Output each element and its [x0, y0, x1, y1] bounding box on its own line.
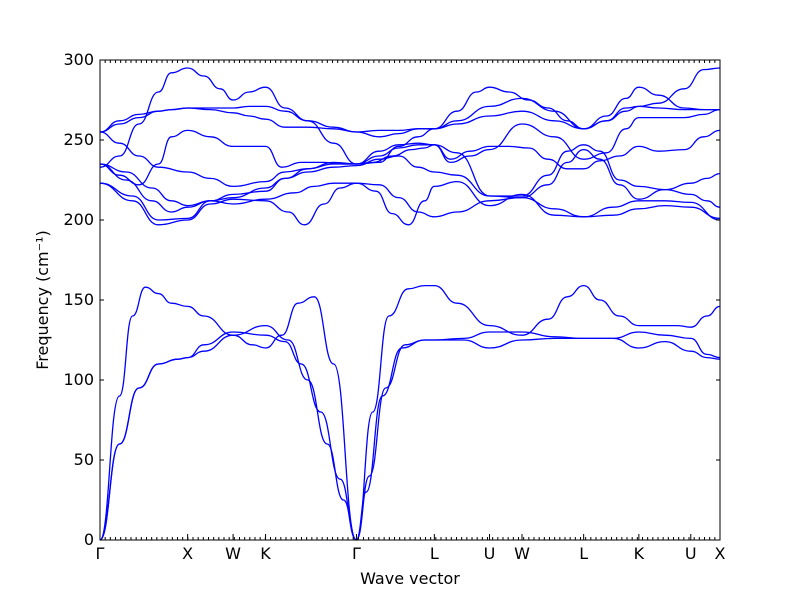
y-tick-label: 100 [63, 370, 94, 389]
band-line [99, 108, 721, 188]
x-tick-label: L [430, 544, 439, 563]
band-line [99, 180, 721, 226]
y-tick-label: 250 [63, 130, 94, 149]
band-line [99, 284, 721, 541]
y-tick-label: 200 [63, 210, 94, 229]
band-line [99, 67, 721, 168]
y-tick-label: 0 [84, 530, 94, 549]
y-tick-label: 50 [74, 450, 94, 469]
x-tick-label: K [260, 544, 271, 563]
band-line [99, 324, 721, 541]
x-tick-label: X [715, 544, 726, 563]
band-line [99, 331, 721, 541]
band-line [99, 86, 720, 133]
y-tick-label: 150 [63, 290, 94, 309]
x-tick-label: Γ [96, 544, 105, 563]
x-tick-label: X [182, 544, 193, 563]
x-axis-title: Wave vector [360, 569, 460, 588]
axis-ticks [99, 59, 721, 541]
y-tick-label: 300 [63, 50, 94, 69]
band-lines [99, 67, 721, 541]
band-line [99, 129, 721, 186]
x-tick-label: U [685, 544, 697, 563]
band-line [99, 105, 720, 138]
x-tick-label: L [579, 544, 588, 563]
y-axis-title: Frequency (cm⁻¹) [33, 230, 52, 369]
x-tick-label: U [484, 544, 496, 563]
x-tick-label: Γ [352, 544, 361, 563]
y-tick-labels: 0 50 100 150 200 250 300 [63, 50, 94, 549]
x-tick-label: W [514, 544, 530, 563]
plot-frame [99, 59, 721, 541]
x-tick-label: W [225, 544, 241, 563]
band-line [99, 144, 721, 207]
band-line [99, 148, 721, 213]
x-tick-label: K [634, 544, 645, 563]
